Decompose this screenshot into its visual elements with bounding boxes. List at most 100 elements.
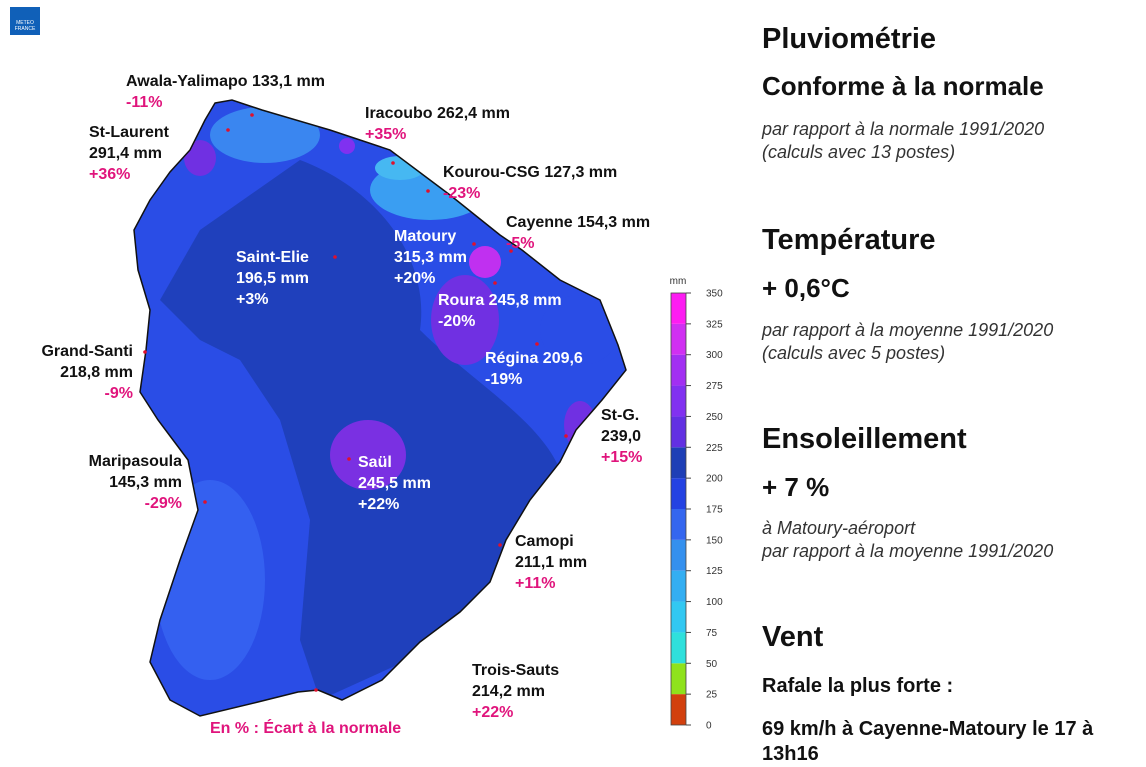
station-dot: [493, 281, 497, 285]
colorbar-segment: [671, 354, 686, 386]
station-dot: [535, 342, 539, 346]
rain-status: Conforme à la normale: [762, 71, 1044, 101]
colorbar-segment: [671, 570, 686, 602]
sunshine-value: + 7 %: [762, 472, 829, 502]
station-dot: [509, 249, 513, 253]
station-label: Roura 245,8 mm: [438, 292, 562, 309]
station-label: 218,8 mm: [60, 364, 133, 381]
station-dot: [426, 189, 430, 193]
station-label: Camopi: [515, 533, 574, 550]
note: à Matoury-aéroport: [762, 518, 916, 538]
colorbar-tick-label: 175: [706, 505, 723, 516]
station-label: 211,1 mm: [515, 554, 587, 571]
station-deviation: -5%: [506, 235, 534, 252]
station-dot: [314, 688, 318, 692]
station-dot: [143, 350, 147, 354]
station-label: Awala-Yalimapo 133,1 mm: [126, 73, 325, 90]
colorbar-segment: [671, 539, 686, 571]
colorbar-tick-label: 225: [706, 443, 723, 454]
note: (calculs avec 5 postes): [762, 343, 945, 363]
colorbar-tick-label: 100: [706, 597, 723, 608]
colorbar-segment: [671, 416, 686, 448]
station-label: Matoury: [394, 228, 456, 245]
temperature-value: + 0,6°C: [762, 273, 850, 303]
wind-detail: 13h16: [762, 743, 819, 762]
colorbar-tick-label: 275: [706, 381, 723, 392]
station-dot: [347, 457, 351, 461]
note: par rapport à la moyenne 1991/2020: [761, 320, 1053, 340]
station-deviation: +15%: [601, 449, 642, 466]
colorbar-tick-label: 150: [706, 535, 723, 546]
colorbar-segment: [671, 601, 686, 633]
colorbar-segment: [671, 447, 686, 479]
footnote: En % : Écart à la normale: [210, 718, 401, 737]
colorbar-tick-label: 300: [706, 350, 723, 361]
colorbar-segment: [671, 632, 686, 664]
note: par rapport à la normale 1991/2020: [761, 119, 1044, 139]
station-dot: [391, 161, 395, 165]
section-title: Vent: [762, 621, 824, 653]
logo-box: [10, 7, 40, 35]
note: (calculs avec 13 postes): [762, 142, 955, 162]
wind-detail: 69 km/h à Cayenne-Matoury le 17 à: [762, 718, 1094, 740]
logo-text: FRANCE: [15, 26, 36, 32]
colorbar-segment: [671, 478, 686, 509]
colorbar-tick-label: 50: [706, 659, 718, 670]
station-deviation: +35%: [365, 126, 406, 143]
station-label: 214,2 mm: [472, 683, 545, 700]
station-label: St-G.: [601, 407, 639, 424]
station-label: Cayenne 154,3 mm: [506, 214, 650, 231]
colorbar-segment: [671, 385, 686, 417]
station-label: 291,4 mm: [89, 145, 162, 162]
colorbar-tick-label: 75: [706, 628, 718, 639]
station-deviation: +22%: [472, 704, 513, 721]
station-label: Saül: [358, 454, 392, 471]
station-dot: [333, 255, 337, 259]
station-deviation: +20%: [394, 270, 435, 287]
station-label: 245,5 mm: [358, 475, 431, 492]
colorbar: mm 0 25 50 75 100 125 150 175 200 225 250 275 300 325…: [670, 276, 723, 732]
station-label: Grand-Santi: [41, 343, 133, 360]
station-label: Régina 209,6: [485, 350, 583, 367]
station-label: Iracoubo 262,4 mm: [365, 105, 510, 122]
colorbar-unit: mm: [670, 276, 687, 287]
wind-label: Rafale la plus forte :: [762, 675, 953, 697]
logo-text: METEO: [16, 20, 34, 26]
station-deviation: -20%: [438, 313, 475, 330]
info-panel: Pluviométrie Conforme à la normale par r…: [761, 23, 1094, 765]
colorbar-segment: [671, 323, 686, 355]
colorbar-tick-label: 25: [706, 690, 718, 701]
station-deviation: +22%: [358, 496, 399, 513]
station-deviation: -29%: [145, 495, 182, 512]
station-dot: [250, 113, 254, 117]
station-label: Maripasoula: [89, 453, 182, 470]
note: par rapport à la moyenne 1991/2020: [761, 541, 1053, 561]
section-title: Ensoleillement: [762, 423, 967, 455]
station-label: 145,3 mm: [109, 474, 182, 491]
section-title: Pluviométrie: [762, 23, 936, 55]
station-labels: Awala-Yalimapo 133,1 mm -11% Iracoubo 262,…: [41, 73, 650, 721]
colorbar-segment: [671, 694, 686, 725]
station-deviation: +11%: [515, 575, 555, 592]
colorbar-tick-label: 0: [706, 721, 712, 732]
map: [133, 99, 627, 717]
station-dot: [498, 543, 502, 547]
colorbar-tick-label: 250: [706, 412, 723, 423]
station-deviation: -19%: [485, 371, 522, 388]
station-label: St-Laurent: [89, 124, 170, 141]
station-deviation: +36%: [89, 166, 130, 183]
station-label: Kourou-CSG 127,3 mm: [443, 164, 617, 181]
colorbar-segment: [671, 293, 686, 324]
station-deviation: -23%: [443, 185, 480, 202]
station-dot: [472, 242, 476, 246]
colorbar-tick-label: 350: [706, 289, 723, 300]
station-label: 315,3 mm: [394, 249, 467, 266]
colorbar-segment: [671, 509, 686, 540]
rain-field: [155, 107, 620, 700]
station-label: Saint-Elie: [236, 249, 309, 266]
station-label: Trois-Sauts: [472, 662, 559, 679]
colorbar-tick-label: 125: [706, 566, 723, 577]
station-dot: [226, 128, 230, 132]
station-dot: [203, 500, 207, 504]
